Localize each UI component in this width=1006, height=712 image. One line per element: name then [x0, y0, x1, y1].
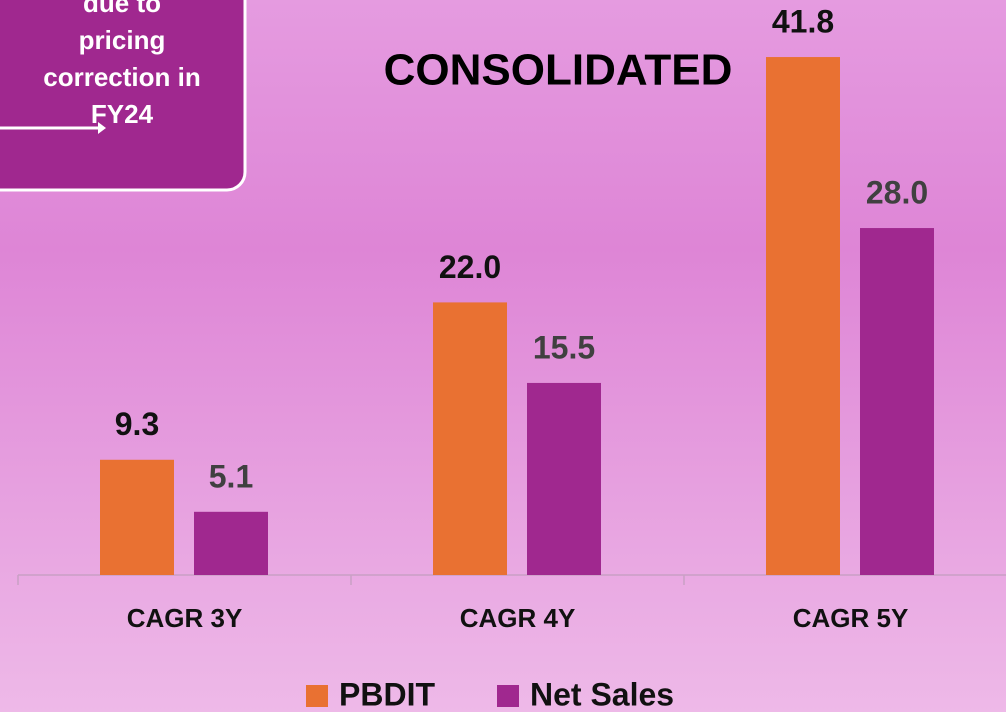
chart-title: CONSOLIDATED [384, 46, 733, 95]
x-tick-label: CAGR 4Y [460, 603, 576, 633]
value-label: 9.3 [115, 406, 159, 442]
callout-line: due to [83, 0, 161, 18]
value-label: 15.5 [533, 329, 595, 365]
legend-label: Net Sales [530, 676, 674, 712]
bar [100, 459, 174, 575]
callout-box [0, 0, 247, 192]
bar [766, 57, 840, 575]
value-label: 41.8 [772, 4, 834, 40]
callout-line: correction in [43, 62, 200, 92]
callout-line: pricing [79, 25, 166, 55]
x-tick-label: CAGR 3Y [127, 603, 243, 633]
callout-arrowhead [98, 122, 106, 134]
value-label: 22.0 [439, 249, 501, 285]
callout-text: due to pricing correction in FY24 [43, 0, 200, 129]
bar [527, 382, 601, 575]
legend-swatch [497, 685, 519, 707]
bar [194, 511, 268, 575]
bar [433, 302, 507, 575]
value-label: 5.1 [209, 458, 253, 494]
x-tick-label: CAGR 5Y [793, 603, 909, 633]
value-label: 28.0 [866, 175, 928, 211]
callout-line: FY24 [91, 99, 154, 129]
legend-label: PBDIT [339, 676, 435, 712]
legend-swatch [306, 685, 328, 707]
bar [860, 228, 934, 575]
